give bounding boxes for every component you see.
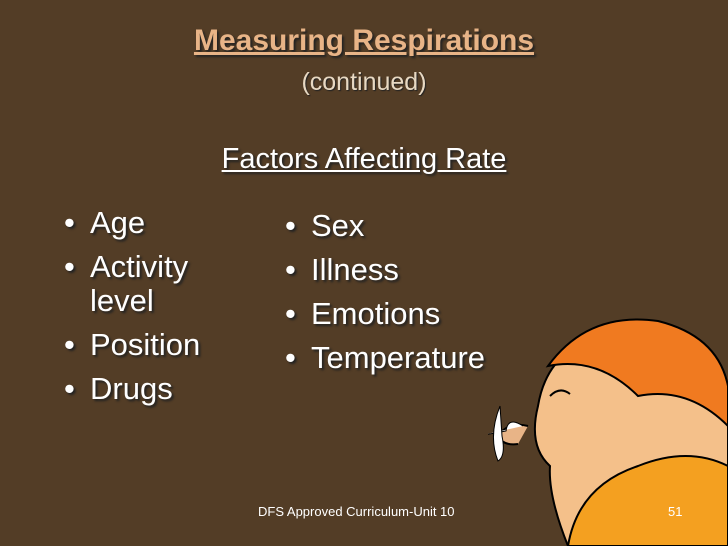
heading: Factors Affecting Rate xyxy=(221,143,507,175)
list-item: Age xyxy=(54,206,254,241)
list-item: Temperature xyxy=(275,341,555,376)
right-list: Sex Illness Emotions Temperature xyxy=(275,209,555,385)
list-item: Sex xyxy=(275,209,555,244)
list-item: Illness xyxy=(275,253,555,288)
footer: DFS Approved Curriculum-Unit 10 xyxy=(258,504,455,519)
illustration xyxy=(488,318,728,546)
list-item: Drugs xyxy=(54,372,254,407)
page-number: 51 xyxy=(668,504,683,519)
list-item: Position xyxy=(54,328,254,363)
subtitle: (continued) xyxy=(301,68,427,96)
title: Measuring Respirations xyxy=(193,24,535,57)
list-item: Emotions xyxy=(275,297,555,332)
list-item: Activity level xyxy=(54,250,254,318)
left-list: Age Activity level Position Drugs xyxy=(54,206,254,416)
